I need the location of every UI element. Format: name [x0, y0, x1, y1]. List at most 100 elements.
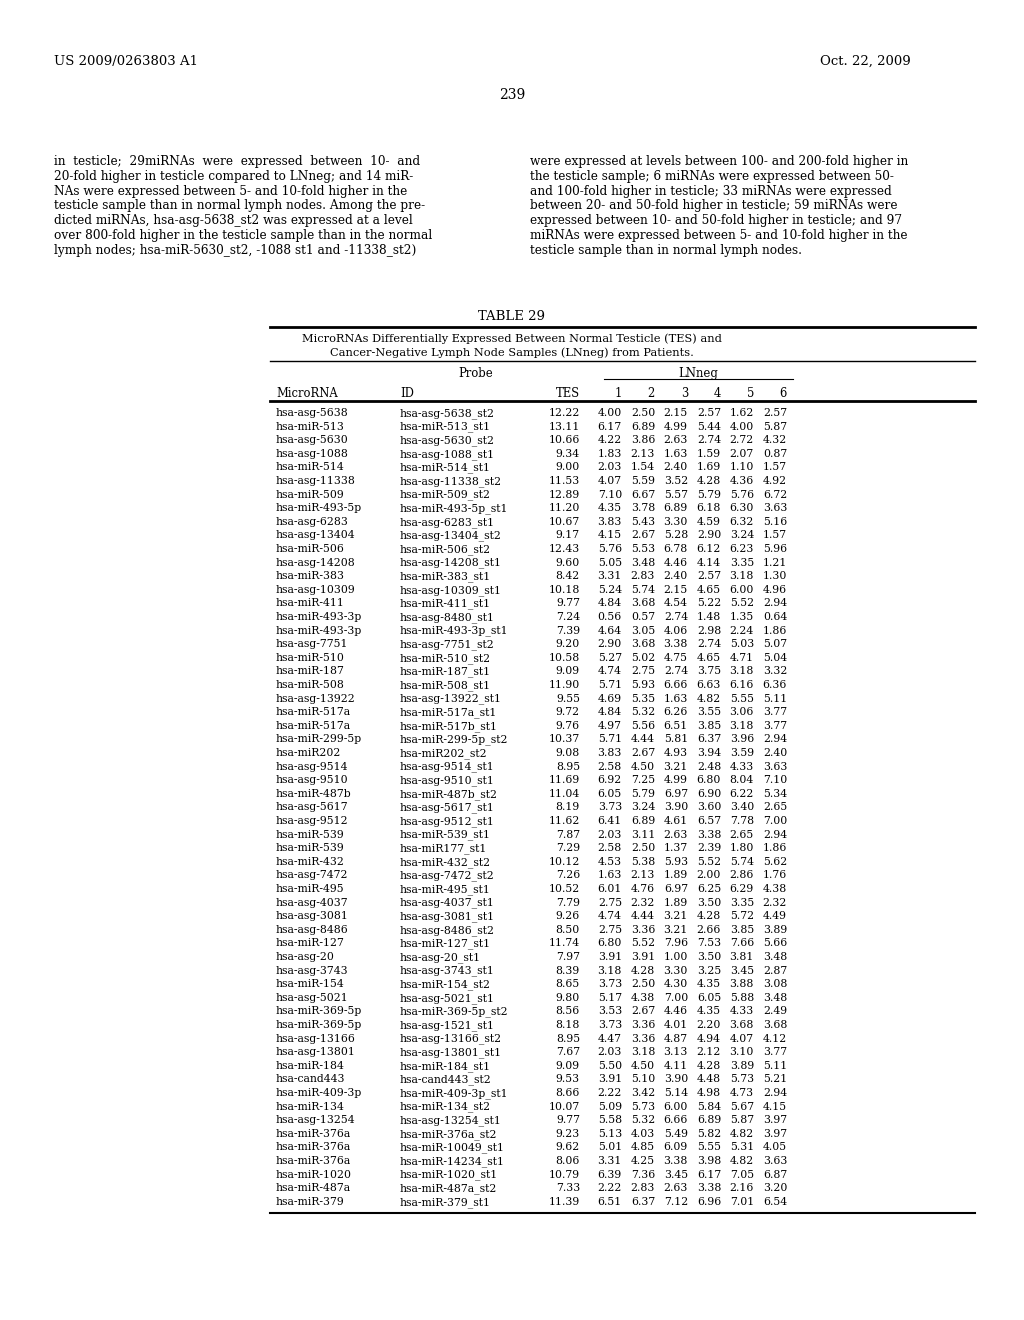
Text: 2: 2 — [648, 387, 655, 400]
Text: 5.28: 5.28 — [664, 531, 688, 540]
Text: 11.90: 11.90 — [549, 680, 580, 690]
Text: 6.16: 6.16 — [730, 680, 754, 690]
Text: 9.53: 9.53 — [556, 1074, 580, 1085]
Text: 4.38: 4.38 — [631, 993, 655, 1003]
Text: hsa-asg-10309_st1: hsa-asg-10309_st1 — [400, 585, 502, 595]
Text: 9.09: 9.09 — [556, 667, 580, 676]
Text: 8.06: 8.06 — [556, 1156, 580, 1166]
Text: 5.05: 5.05 — [598, 557, 622, 568]
Text: hsa-miR-184_st1: hsa-miR-184_st1 — [400, 1061, 492, 1072]
Text: 7.78: 7.78 — [730, 816, 754, 826]
Text: 5.32: 5.32 — [631, 1115, 655, 1125]
Text: 3.48: 3.48 — [631, 557, 655, 568]
Text: 4.49: 4.49 — [763, 911, 787, 921]
Text: 4.94: 4.94 — [697, 1034, 721, 1044]
Text: 2.94: 2.94 — [763, 1088, 787, 1098]
Text: 8.56: 8.56 — [556, 1006, 580, 1016]
Text: 3.77: 3.77 — [763, 1047, 787, 1057]
Text: 6.72: 6.72 — [763, 490, 787, 499]
Text: 3.97: 3.97 — [763, 1129, 787, 1139]
Text: 4.00: 4.00 — [730, 421, 754, 432]
Text: hsa-miR-517a_st1: hsa-miR-517a_st1 — [400, 708, 498, 718]
Text: 9.76: 9.76 — [556, 721, 580, 731]
Text: 4.64: 4.64 — [598, 626, 622, 636]
Text: 1.89: 1.89 — [664, 870, 688, 880]
Text: hsa-asg-11338: hsa-asg-11338 — [276, 477, 356, 486]
Text: hsa-miR-379_st1: hsa-miR-379_st1 — [400, 1197, 490, 1208]
Text: 6.09: 6.09 — [664, 1142, 688, 1152]
Text: 239: 239 — [499, 88, 525, 102]
Text: 3.97: 3.97 — [763, 1115, 787, 1125]
Text: 4.71: 4.71 — [730, 653, 754, 663]
Text: hsa-miR-517a: hsa-miR-517a — [276, 721, 351, 731]
Text: hsa-miR-513_st1: hsa-miR-513_st1 — [400, 421, 492, 433]
Text: 2.66: 2.66 — [696, 925, 721, 935]
Text: 8.65: 8.65 — [556, 979, 580, 989]
Text: 4.50: 4.50 — [631, 762, 655, 772]
Text: 2.67: 2.67 — [631, 748, 655, 758]
Text: 10.37: 10.37 — [549, 734, 580, 744]
Text: 2.50: 2.50 — [631, 843, 655, 853]
Text: Cancer-Negative Lymph Node Samples (LNneg) from Patients.: Cancer-Negative Lymph Node Samples (LNne… — [330, 347, 694, 358]
Text: 2.63: 2.63 — [664, 1183, 688, 1193]
Text: 2.94: 2.94 — [763, 598, 787, 609]
Text: hsa-miR-299-5p: hsa-miR-299-5p — [276, 734, 362, 744]
Text: 6.89: 6.89 — [696, 1115, 721, 1125]
Text: 5.27: 5.27 — [598, 653, 622, 663]
Text: 5.44: 5.44 — [697, 421, 721, 432]
Text: 6.97: 6.97 — [664, 884, 688, 894]
Text: 3.36: 3.36 — [631, 1034, 655, 1044]
Text: hsa-asg-9510_st1: hsa-asg-9510_st1 — [400, 775, 495, 785]
Text: 5.53: 5.53 — [631, 544, 655, 554]
Text: 3.24: 3.24 — [730, 531, 754, 540]
Text: 7.01: 7.01 — [730, 1197, 754, 1206]
Text: 6.18: 6.18 — [696, 503, 721, 513]
Text: 5.73: 5.73 — [631, 1102, 655, 1111]
Text: 7.79: 7.79 — [556, 898, 580, 908]
Text: hsa-asg-6283_st1: hsa-asg-6283_st1 — [400, 517, 496, 528]
Text: 2.72: 2.72 — [730, 436, 754, 445]
Text: 7.96: 7.96 — [664, 939, 688, 948]
Text: 3.32: 3.32 — [763, 667, 787, 676]
Text: 2.90: 2.90 — [598, 639, 622, 649]
Text: 2.13: 2.13 — [631, 449, 655, 459]
Text: 2.50: 2.50 — [631, 408, 655, 418]
Text: 4.25: 4.25 — [631, 1156, 655, 1166]
Text: 4.46: 4.46 — [664, 557, 688, 568]
Text: 10.12: 10.12 — [549, 857, 580, 867]
Text: 11.53: 11.53 — [549, 477, 580, 486]
Text: hsa-asg-6283: hsa-asg-6283 — [276, 517, 349, 527]
Text: 6.37: 6.37 — [631, 1197, 655, 1206]
Text: hsa-miR-493-3p: hsa-miR-493-3p — [276, 626, 362, 636]
Text: 2.57: 2.57 — [697, 408, 721, 418]
Text: 3.77: 3.77 — [763, 708, 787, 717]
Text: 3.89: 3.89 — [730, 1061, 754, 1071]
Text: 6.25: 6.25 — [696, 884, 721, 894]
Text: hsa-miR-493-3p: hsa-miR-493-3p — [276, 612, 362, 622]
Text: 3.68: 3.68 — [730, 1020, 754, 1030]
Text: 7.00: 7.00 — [664, 993, 688, 1003]
Text: 3.18: 3.18 — [730, 721, 754, 731]
Text: 3.30: 3.30 — [664, 966, 688, 975]
Text: 1.63: 1.63 — [664, 693, 688, 704]
Text: 4.15: 4.15 — [598, 531, 622, 540]
Text: 2.94: 2.94 — [763, 829, 787, 840]
Text: 4.07: 4.07 — [598, 477, 622, 486]
Text: hsa-miR-487a_st2: hsa-miR-487a_st2 — [400, 1183, 498, 1193]
Text: 4.75: 4.75 — [664, 653, 688, 663]
Text: hsa-miR-539: hsa-miR-539 — [276, 843, 345, 853]
Text: 3.21: 3.21 — [664, 911, 688, 921]
Text: 10.67: 10.67 — [549, 517, 580, 527]
Text: 6.67: 6.67 — [631, 490, 655, 499]
Text: 5.74: 5.74 — [730, 857, 754, 867]
Text: 4.82: 4.82 — [696, 693, 721, 704]
Text: hsa-miR-411: hsa-miR-411 — [276, 598, 345, 609]
Text: 7.67: 7.67 — [556, 1047, 580, 1057]
Text: 6.26: 6.26 — [664, 708, 688, 717]
Text: 4.87: 4.87 — [664, 1034, 688, 1044]
Text: hsa-asg-5630: hsa-asg-5630 — [276, 436, 349, 445]
Text: 7.87: 7.87 — [556, 829, 580, 840]
Text: 3.48: 3.48 — [763, 993, 787, 1003]
Text: 4: 4 — [714, 387, 721, 400]
Text: 2.75: 2.75 — [598, 898, 622, 908]
